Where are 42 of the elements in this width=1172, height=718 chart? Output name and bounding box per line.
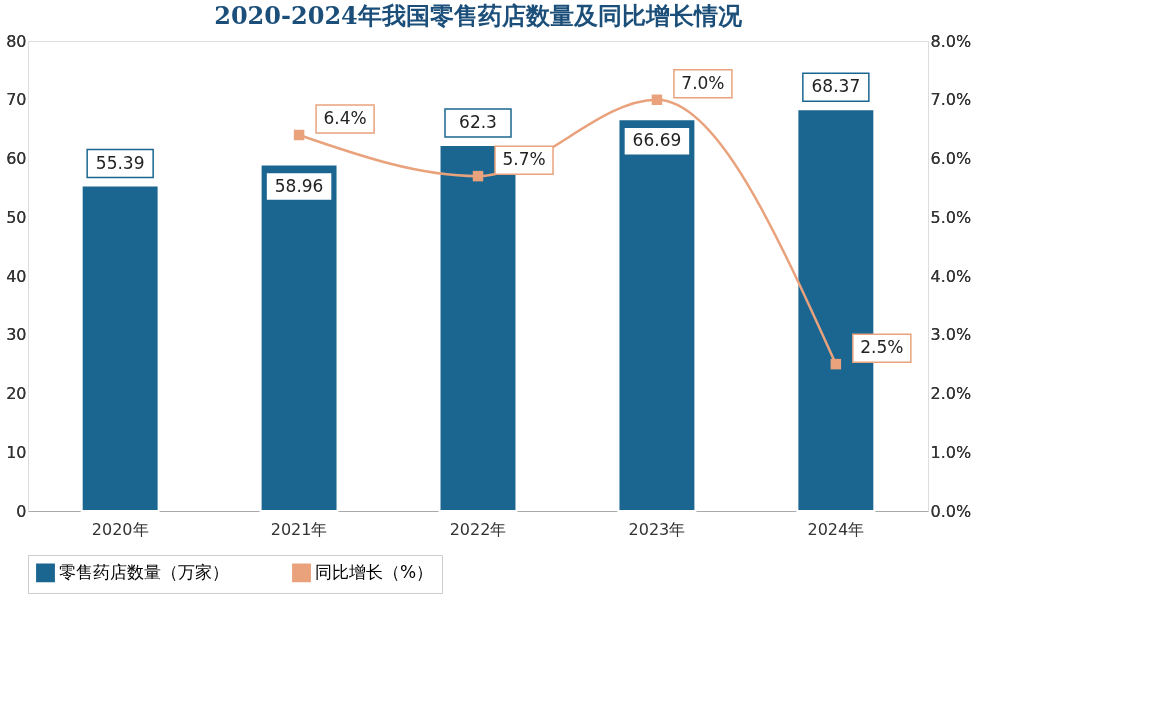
x-tick-label: 2021年 xyxy=(270,519,328,539)
point xyxy=(830,358,842,370)
data-label: 5.7% xyxy=(502,149,546,170)
chart-title: 2020-2024年我国零售药店数量及同比增长情况 xyxy=(214,1,743,30)
y-tick-label: 40 xyxy=(6,266,27,286)
y-tick-label: 60 xyxy=(6,149,27,168)
data-label: 62.3 xyxy=(459,111,497,132)
y-tick-label: 10 xyxy=(6,442,27,462)
y2-tick-label: 4.0% xyxy=(930,266,972,286)
y2-tick-label: 2.0% xyxy=(930,384,972,403)
y-tick-label: 0 xyxy=(16,501,27,521)
y2-tick-label: 3.0% xyxy=(930,325,972,345)
legend-label: 同比增长（%） xyxy=(315,561,434,582)
data-label: 2.5% xyxy=(860,337,904,358)
y2-tick-label: 6.0% xyxy=(930,149,972,168)
data-label: 66.69 xyxy=(632,130,682,151)
y2-tick-label: 8.0% xyxy=(930,31,972,51)
x-tick-label: 2022年 xyxy=(449,519,507,539)
point xyxy=(472,170,484,182)
x-tick-label: 2020年 xyxy=(91,519,149,539)
y2-tick-label: 1.0% xyxy=(930,442,972,462)
y-tick-label: 50 xyxy=(6,207,27,227)
y2-tick-label: 7.0% xyxy=(930,90,972,110)
data-label: 58.96 xyxy=(274,175,324,196)
y-tick-label: 70 xyxy=(6,90,27,110)
y2-tick-label: 0.0% xyxy=(930,501,972,521)
x-tick-label: 2024年 xyxy=(807,519,865,539)
point xyxy=(293,129,305,141)
y-tick-label: 20 xyxy=(6,384,27,403)
point xyxy=(651,94,663,105)
data-label: 55.39 xyxy=(95,152,145,173)
bar xyxy=(617,118,697,512)
bar xyxy=(259,163,339,512)
data-label: 7.0% xyxy=(681,72,725,93)
data-label: 68.37 xyxy=(811,76,861,97)
y2-tick-label: 5.0% xyxy=(930,207,972,227)
x-tick-label: 2023年 xyxy=(628,519,686,539)
y-tick-label: 80 xyxy=(6,31,27,51)
y-tick-label: 30 xyxy=(6,325,27,345)
bar xyxy=(80,184,160,512)
data-label: 6.4% xyxy=(323,108,367,128)
legend-label: 零售药店数量（万家） xyxy=(59,561,229,582)
